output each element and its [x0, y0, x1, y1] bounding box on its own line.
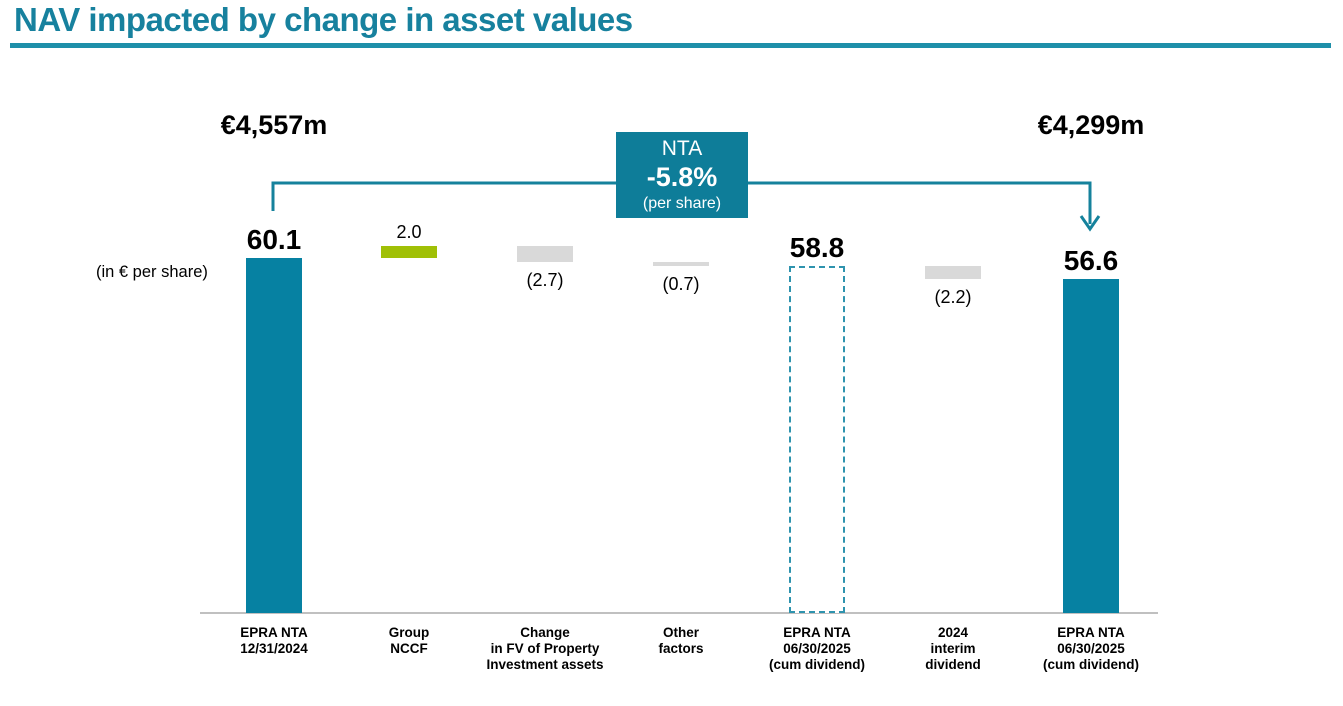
nta-callout-title: NTA [661, 137, 703, 160]
category-label: EPRA NTA 06/30/2025 (cum dividend) [768, 625, 865, 672]
nta-change-callout: NTA -5.8% (per share) [616, 132, 748, 218]
value-label: 2.0 [396, 222, 422, 243]
waterfall-bar-decrease [517, 246, 573, 263]
category-label: 2024 interim dividend [925, 625, 981, 672]
category-label: Change in FV of Property Investment asse… [486, 625, 604, 672]
nta-callout-unit: (per share) [642, 195, 722, 212]
start-total-label: €4,557m [220, 110, 328, 140]
value-label: 60.1 [246, 224, 302, 255]
category-label: EPRA NTA 06/30/2025 (cum dividend) [1042, 625, 1139, 672]
waterfall-bar-subtotal_dashed [789, 265, 845, 613]
waterfall-bar-total [1063, 278, 1119, 613]
waterfall-bar-decrease [653, 262, 709, 267]
waterfall-bar-decrease [925, 265, 981, 279]
value-label: (2.7) [526, 270, 564, 291]
x-axis-line [200, 612, 1158, 614]
category-label: Other factors [658, 625, 704, 656]
page-title: NAV impacted by change in asset values [14, 1, 633, 38]
value-label: (0.7) [662, 274, 700, 295]
waterfall-bar-increase [381, 246, 437, 258]
category-label: EPRA NTA 12/31/2024 [240, 625, 308, 656]
waterfall-bar-total [246, 258, 302, 613]
value-label: (2.2) [934, 286, 972, 307]
value-label: 56.6 [1063, 244, 1119, 276]
title-underline [10, 43, 1331, 48]
value-label: 58.8 [789, 231, 845, 263]
category-label: Group NCCF [388, 625, 430, 656]
nta-callout-value: -5.8% [646, 162, 718, 192]
arrowhead-icon [1079, 215, 1101, 232]
axis-unit-note: (in € per share) [96, 263, 208, 281]
end-total-label: €4,299m [1037, 110, 1145, 140]
